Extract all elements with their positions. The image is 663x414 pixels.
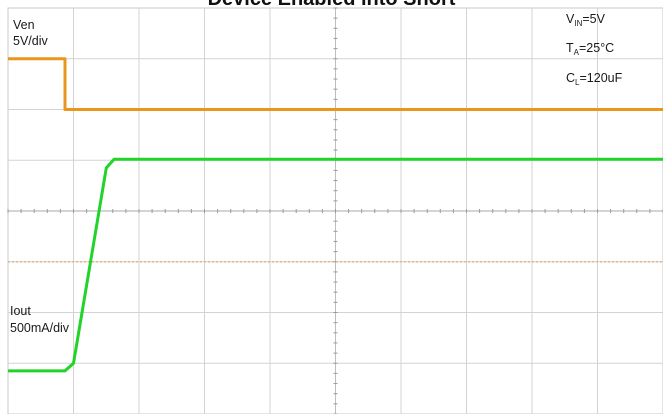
condition-cl-value: =120uF [579, 71, 623, 85]
condition-ta-value: =25°C [578, 41, 615, 55]
condition-vin-subscript: IN [574, 19, 583, 28]
chart-title: Device Enabled into Short [0, 0, 663, 11]
trace-ven [8, 57, 663, 111]
condition-cl: CL=120uF [566, 71, 622, 87]
condition-cl-symbol: C [566, 71, 576, 85]
iout-channel-scale: 500mA/div [10, 321, 70, 335]
trace-iout [8, 157, 663, 373]
condition-ta-symbol: T [566, 41, 574, 55]
condition-ta: TA=25°C [566, 41, 614, 57]
ven-channel-scale: 5V/div [13, 34, 48, 48]
condition-vin: VIN=5V [566, 12, 605, 28]
condition-vin-symbol: V [566, 12, 575, 26]
condition-cl-subscript: L [575, 78, 580, 87]
ven-channel-name: Ven [13, 18, 35, 32]
condition-vin-value: =5V [582, 12, 605, 26]
iout-channel-name: Iout [10, 304, 31, 318]
condition-ta-subscript: A [573, 48, 579, 57]
